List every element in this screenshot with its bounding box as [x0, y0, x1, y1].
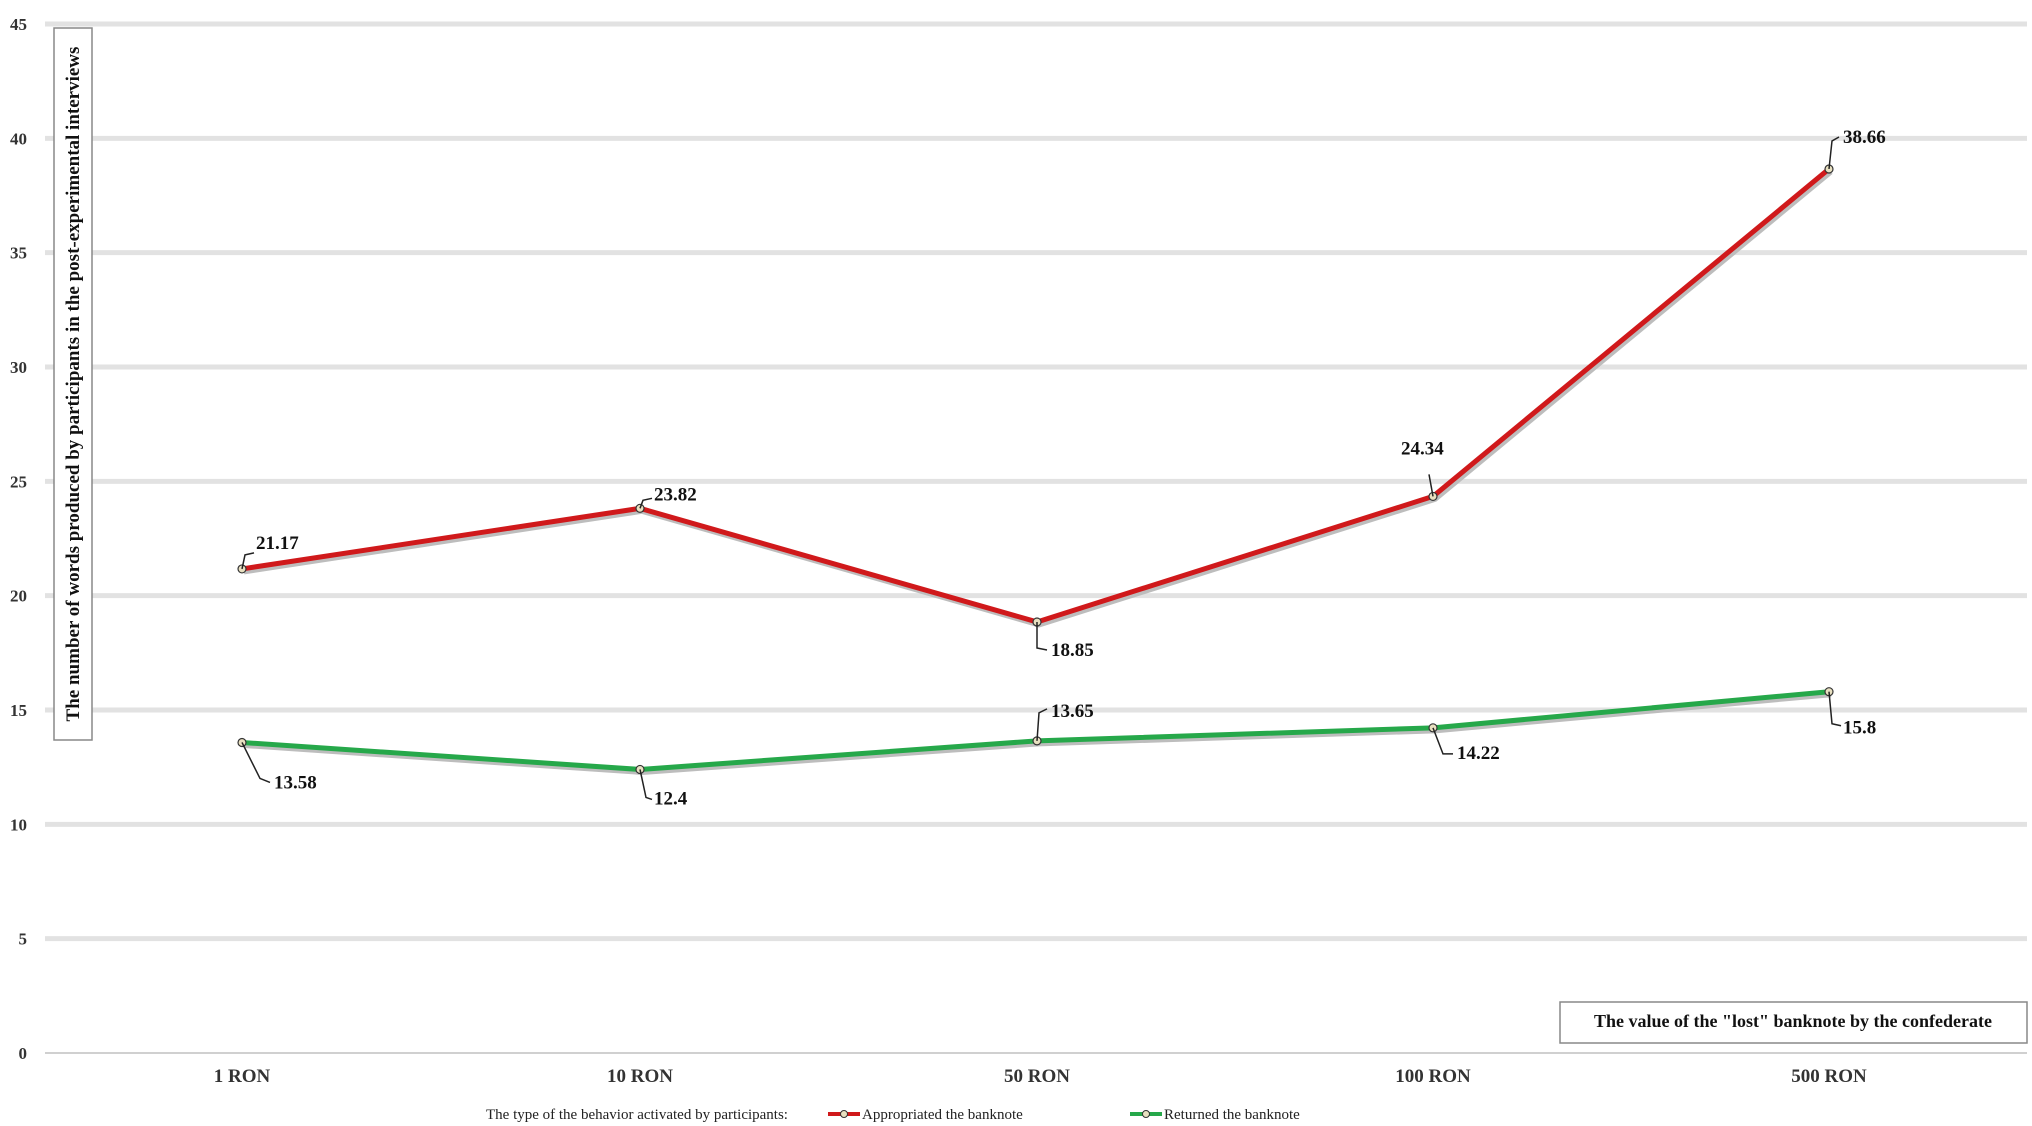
data-label: 12.4	[654, 788, 688, 809]
y-tick-label: 5	[19, 930, 28, 949]
label-leader-line	[1036, 708, 1048, 741]
legend-marker-appropriated	[840, 1110, 848, 1118]
series-line-returned	[241, 689, 1830, 772]
legend-item-returned: Returned the banknote	[1130, 1107, 1300, 1123]
label-leader-line	[241, 552, 255, 570]
label-leader-line	[639, 497, 653, 509]
y-tick-label: 10	[10, 815, 27, 834]
data-point	[635, 503, 645, 513]
x-axis-title: The value of the "lost" banknote by the …	[1594, 1011, 1992, 1031]
x-category-label: 10 RON	[607, 1066, 673, 1087]
label-leader-line	[1828, 691, 1842, 727]
x-category-label: 500 RON	[1791, 1066, 1867, 1087]
data-label: 15.8	[1843, 718, 1876, 739]
data-label: 24.34	[1401, 438, 1444, 459]
y-tick-label: 15	[10, 701, 27, 720]
y-tick-label: 25	[10, 472, 27, 491]
legend-title: The type of the behavior activated by pa…	[486, 1107, 788, 1123]
label-leader-line	[639, 769, 653, 801]
legend-label-returned: Returned the banknote	[1164, 1107, 1300, 1123]
data-label: 21.17	[256, 533, 299, 554]
y-tick-label: 35	[10, 244, 27, 263]
x-category-label: 50 RON	[1004, 1066, 1070, 1087]
data-label: 13.58	[274, 772, 317, 793]
label-leader-line	[1036, 621, 1048, 651]
x-axis-categories: 1 RON 10 RON 50 RON 100 RON 500 RON	[214, 1066, 1867, 1087]
data-label: 38.66	[1843, 127, 1886, 148]
data-label: 18.85	[1051, 640, 1094, 661]
y-axis-ticks: 0 5 10 15 20 25 30 35 40 45	[10, 15, 27, 1063]
series-points	[237, 164, 1834, 775]
data-label: 13.65	[1051, 701, 1094, 722]
gridlines	[45, 21, 2027, 1054]
legend: The type of the behavior activated by pa…	[486, 1107, 1300, 1123]
x-category-label: 1 RON	[214, 1066, 271, 1087]
label-leader-line	[1432, 727, 1453, 755]
y-tick-label: 45	[10, 15, 27, 34]
label-leader-line	[1828, 136, 1840, 170]
label-leader-line	[1428, 474, 1434, 497]
data-label: 14.22	[1457, 743, 1500, 764]
series-lines	[241, 167, 1833, 775]
x-category-label: 100 RON	[1395, 1066, 1471, 1087]
label-leader-line	[241, 742, 271, 784]
legend-marker-returned	[1142, 1110, 1150, 1118]
x-axis-title-box: The value of the "lost" banknote by the …	[1559, 1001, 2028, 1044]
y-tick-label: 30	[10, 358, 27, 377]
data-label: 23.82	[654, 484, 697, 505]
y-tick-label: 0	[19, 1044, 28, 1063]
series-line-appropriated	[241, 167, 1831, 625]
y-tick-label: 40	[10, 129, 27, 148]
y-axis-title-box: The number of words produced by particip…	[53, 27, 93, 741]
data-labels: 21.17 23.82 18.85 24.34 38.66 13.58 12.4 13.65 1…	[241, 127, 1886, 809]
series-line-shadow	[243, 170, 1833, 628]
legend-label-appropriated: Appropriated the banknote	[862, 1107, 1023, 1123]
y-tick-label: 20	[10, 587, 27, 606]
legend-item-appropriated: Appropriated the banknote	[828, 1107, 1023, 1123]
y-axis-title: The number of words produced by particip…	[63, 47, 84, 722]
